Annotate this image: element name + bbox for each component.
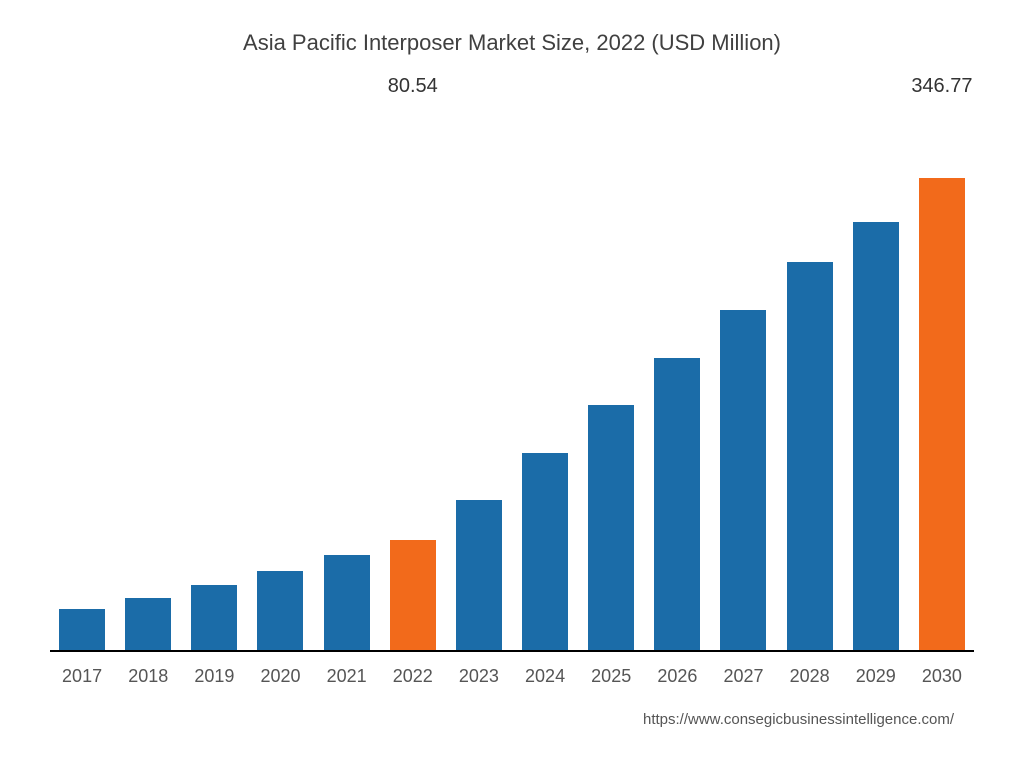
x-axis-label: 2023 <box>455 666 503 687</box>
x-axis-label: 2025 <box>587 666 635 687</box>
bar <box>191 585 237 650</box>
bar-slot <box>124 106 172 650</box>
bar-slot <box>587 106 635 650</box>
x-axis-labels: 2017 2018 2019 2020 2021 2022 2023 2024 2025 2026… <box>50 652 974 687</box>
bar-slot <box>323 106 371 650</box>
bar-slot <box>653 106 701 650</box>
bar-value-label: 346.77 <box>911 75 972 98</box>
bar <box>456 500 502 650</box>
x-axis-label: 2020 <box>256 666 304 687</box>
bar <box>720 310 766 650</box>
bar <box>390 540 436 650</box>
bar <box>324 555 370 650</box>
x-axis-label: 2018 <box>124 666 172 687</box>
bar <box>257 571 303 650</box>
bar-slot <box>190 106 238 650</box>
bar-slot: 346.77 <box>918 106 966 650</box>
chart-container: Asia Pacific Interposer Market Size, 202… <box>0 0 1024 768</box>
bars-row: 80.54 346.77 <box>50 106 974 652</box>
x-axis-label: 2022 <box>389 666 437 687</box>
bar <box>522 453 568 650</box>
chart-title: Asia Pacific Interposer Market Size, 202… <box>40 30 984 56</box>
x-axis-label: 2026 <box>653 666 701 687</box>
x-axis-label: 2021 <box>323 666 371 687</box>
bar <box>125 598 171 650</box>
bar <box>787 262 833 650</box>
bar <box>919 178 965 650</box>
x-axis-label: 2029 <box>852 666 900 687</box>
x-axis-label: 2019 <box>190 666 238 687</box>
bar-value-label: 80.54 <box>388 75 438 98</box>
bar-slot <box>256 106 304 650</box>
bar-slot: 80.54 <box>389 106 437 650</box>
x-axis-label: 2017 <box>58 666 106 687</box>
bar-slot <box>58 106 106 650</box>
bar <box>59 609 105 650</box>
x-axis-label: 2030 <box>918 666 966 687</box>
bar-slot <box>719 106 767 650</box>
bar-slot <box>786 106 834 650</box>
bar <box>654 358 700 650</box>
bar-slot <box>521 106 569 650</box>
plot-area: 80.54 346.77 <box>50 106 974 652</box>
x-axis-label: 2024 <box>521 666 569 687</box>
footer-source: https://www.consegicbusinessintelligence… <box>40 711 984 728</box>
bar-slot <box>455 106 503 650</box>
bar <box>853 222 899 650</box>
bar <box>588 405 634 650</box>
x-axis-label: 2028 <box>786 666 834 687</box>
x-axis-label: 2027 <box>719 666 767 687</box>
bar-slot <box>852 106 900 650</box>
